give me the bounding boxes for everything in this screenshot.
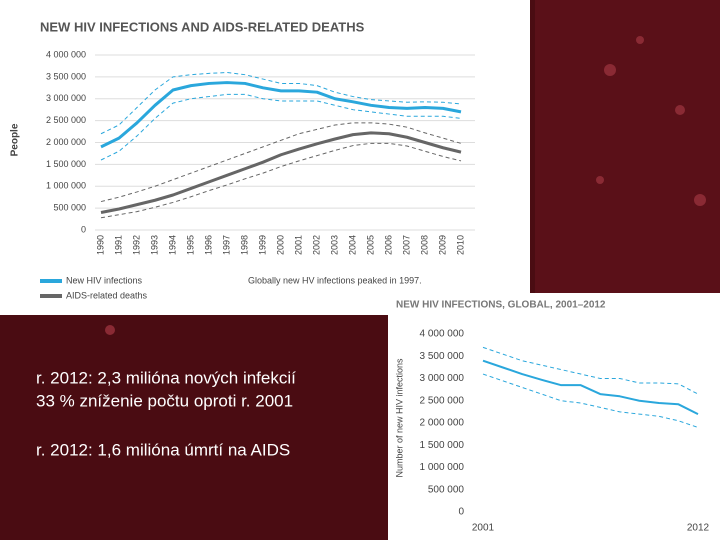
x-tick-label: 2009 xyxy=(437,235,447,255)
chart-panel xyxy=(388,293,720,540)
floral-decor xyxy=(105,36,706,335)
x-tick-label: 1992 xyxy=(131,235,141,255)
x-tick-label: 1997 xyxy=(221,235,231,255)
y-tick-label: 500 000 xyxy=(53,203,86,213)
x-tick-label: 2008 xyxy=(419,235,429,255)
series-line xyxy=(100,81,462,149)
decor-panel xyxy=(535,0,720,300)
slide-text: 33 % zníženie počtu oproti r. 2001 xyxy=(36,391,293,410)
x-tick-label: 1995 xyxy=(185,235,195,255)
x-tick-label: 2001 xyxy=(472,523,495,534)
y-tick-label: 3 500 000 xyxy=(420,351,465,362)
x-tick-label: 1998 xyxy=(239,235,249,255)
series-line xyxy=(100,142,462,219)
x-tick-label: 2005 xyxy=(365,235,375,255)
x-tick-label: 1999 xyxy=(257,235,267,255)
y-tick-label: 1 000 000 xyxy=(420,462,465,473)
chart-title: NEW HIV INFECTIONS AND AIDS-RELATED DEAT… xyxy=(40,19,365,34)
y-axis-label: Number of new HIV infections xyxy=(394,358,404,478)
y-tick-label: 2 500 000 xyxy=(420,395,465,406)
y-tick-label: 1 500 000 xyxy=(420,440,465,451)
series-line xyxy=(482,346,699,395)
series-line xyxy=(100,93,462,161)
slide-text: r. 2012: 2,3 milióna nových infekcií xyxy=(36,368,296,387)
y-tick-label: 1 500 000 xyxy=(46,159,86,169)
y-tick-label: 3 000 000 xyxy=(46,93,86,103)
x-tick-label: 2001 xyxy=(293,235,303,255)
y-tick-label: 4 000 000 xyxy=(420,329,465,340)
x-tick-label: 2012 xyxy=(687,523,710,534)
y-tick-label: 2 500 000 xyxy=(46,115,86,125)
x-tick-label: 1996 xyxy=(203,235,213,255)
y-tick-label: 0 xyxy=(458,507,464,518)
y-tick-label: 4 000 000 xyxy=(46,49,86,59)
chart-panel xyxy=(0,0,530,315)
annotation: Globally new HV infections peaked in 199… xyxy=(248,275,422,285)
y-tick-label: 3 500 000 xyxy=(46,71,86,81)
x-tick-label: 2003 xyxy=(329,235,339,255)
x-tick-label: 2007 xyxy=(401,235,411,255)
x-tick-label: 2002 xyxy=(311,235,321,255)
y-tick-label: 3 000 000 xyxy=(420,373,465,384)
y-tick-label: 0 xyxy=(81,224,86,234)
series-line xyxy=(100,131,462,214)
series-line xyxy=(100,122,462,203)
x-tick-label: 1993 xyxy=(149,235,159,255)
legend-label: New HIV infections xyxy=(66,275,143,285)
x-tick-label: 1990 xyxy=(95,235,105,255)
x-tick-label: 1991 xyxy=(113,235,123,255)
chart-title: NEW HIV INFECTIONS, GLOBAL, 2001–2012 xyxy=(396,300,606,311)
y-tick-label: 500 000 xyxy=(428,484,465,495)
series-line xyxy=(100,72,462,135)
legend-label: AIDS-related deaths xyxy=(66,290,148,300)
x-tick-label: 2006 xyxy=(383,235,393,255)
y-tick-label: 2 000 000 xyxy=(420,418,465,429)
x-tick-label: 1994 xyxy=(167,235,177,255)
series-line xyxy=(482,359,699,415)
series-line xyxy=(482,373,699,428)
y-axis-label: People xyxy=(10,123,21,156)
x-tick-label: 2010 xyxy=(455,235,465,255)
x-tick-label: 2000 xyxy=(275,235,285,255)
x-tick-label: 2004 xyxy=(347,235,357,255)
slide-text: r. 2012: 1,6 milióna úmrtí na AIDS xyxy=(36,440,290,459)
y-tick-label: 2 000 000 xyxy=(46,137,86,147)
y-tick-label: 1 000 000 xyxy=(46,181,86,191)
